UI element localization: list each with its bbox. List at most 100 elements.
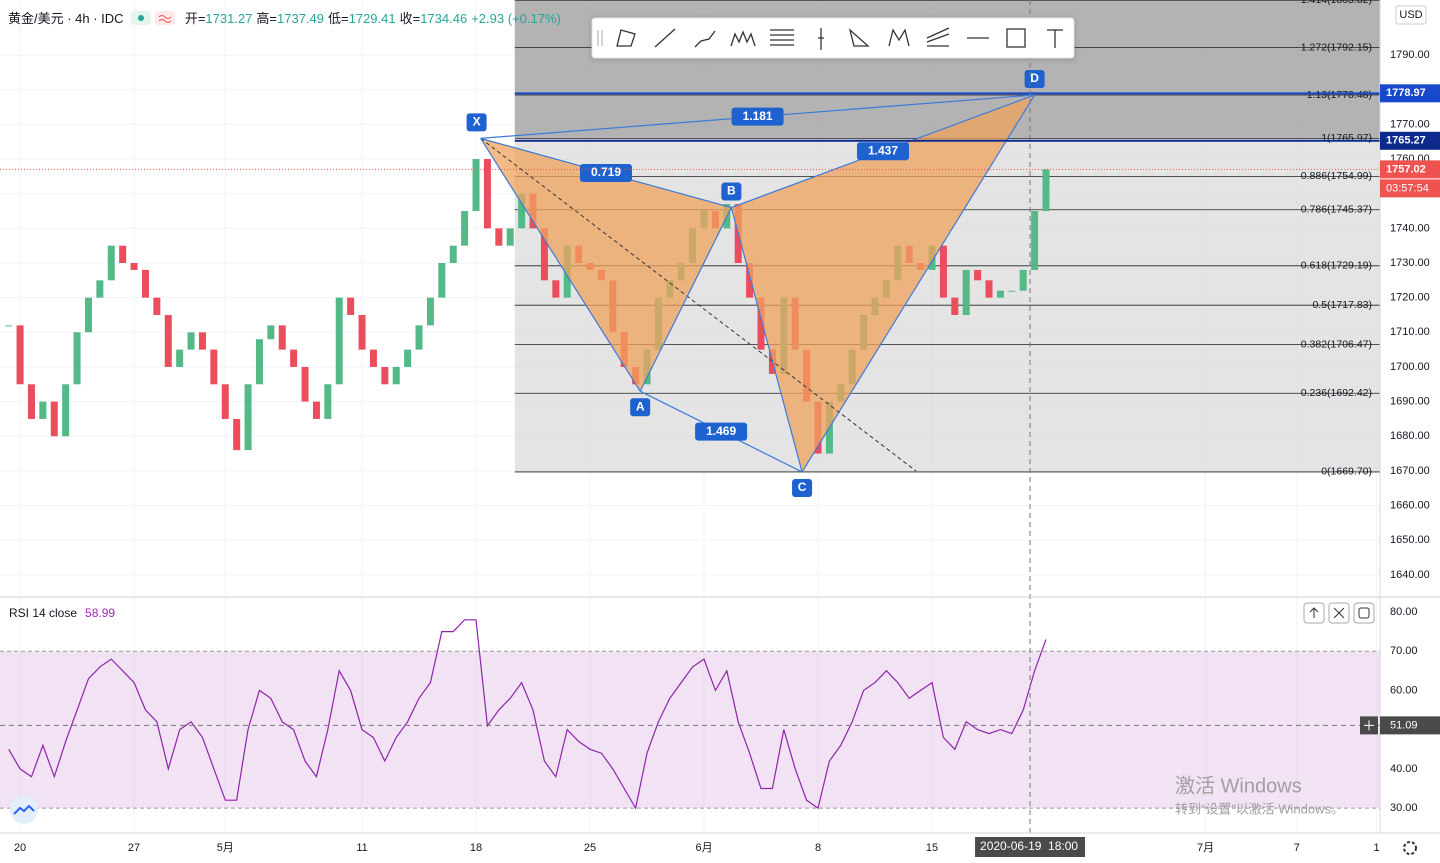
tool-pattern[interactable] <box>616 29 636 47</box>
tool-vertical[interactable] <box>818 28 824 50</box>
candle <box>50 401 58 437</box>
candle <box>39 401 47 419</box>
tool-xabcd[interactable] <box>888 28 910 47</box>
maximize-glyph <box>1358 607 1370 619</box>
x-tick-label: 7月 <box>1197 842 1214 854</box>
pattern-ratio-box <box>695 422 748 441</box>
price-label: 1765.27 <box>1386 135 1426 147</box>
candle <box>381 366 389 385</box>
candle <box>221 384 229 419</box>
fib-label: 0.886(1754.99) <box>1301 170 1372 182</box>
y-tick-label: 1770.00 <box>1390 118 1430 130</box>
tool-elliott[interactable] <box>730 30 756 47</box>
candle <box>210 349 218 385</box>
ohlc-value: 1731.27 <box>205 11 253 26</box>
candle <box>176 349 184 367</box>
rsi-band <box>0 651 1380 809</box>
candle <box>392 366 400 385</box>
candle <box>347 297 355 315</box>
price-label-box <box>1380 84 1440 103</box>
y-tick-label: 1710.00 <box>1390 326 1430 338</box>
candle <box>335 297 343 385</box>
ohlc-value: 1729.41 <box>348 11 396 26</box>
ohlc: 开=1731.27 高=1737.49 低=1729.41 收=1734.46 +2.9… <box>185 11 565 26</box>
tool-fib-fan[interactable] <box>926 27 950 47</box>
x-tick-label: 8 <box>815 842 821 854</box>
status-icons <box>131 11 176 25</box>
candle <box>290 349 298 367</box>
pattern-leg <box>480 138 641 392</box>
tool-abcd[interactable] <box>848 28 870 47</box>
candle <box>1008 290 1016 292</box>
candle <box>107 245 115 281</box>
fib-label: 0.382(1706.47) <box>1301 338 1372 350</box>
candle <box>73 332 81 385</box>
fib-label: 0.786(1745.37) <box>1301 204 1372 216</box>
candle <box>996 290 1004 298</box>
logo-mark <box>13 804 35 815</box>
candle <box>483 159 491 229</box>
symbol-title[interactable]: 黄金/美元 · 4h · IDC <box>8 11 124 26</box>
candle <box>426 297 434 326</box>
candle <box>506 228 514 246</box>
pattern-ratio: 1.437 <box>868 143 898 157</box>
watermark-title: 激活 Windows <box>1175 774 1302 797</box>
y-tick-label: 1690.00 <box>1390 396 1430 408</box>
y-tick-label: 1700.00 <box>1390 361 1430 373</box>
candle <box>244 384 252 451</box>
fib-label: 1(1765.97) <box>1321 132 1372 144</box>
y-tick-label: 1680.00 <box>1390 430 1430 442</box>
tool-path[interactable] <box>694 30 716 48</box>
crosshair-value: 51.09 <box>1390 719 1418 731</box>
plus-glyph <box>1364 720 1374 731</box>
currency-box[interactable] <box>1395 5 1427 25</box>
pattern-ratio: 1.181 <box>743 109 773 123</box>
tool-trendline[interactable] <box>654 28 676 48</box>
candle <box>96 280 104 298</box>
pattern-leg <box>730 207 803 473</box>
candle <box>518 193 526 229</box>
drag-handle[interactable] <box>597 30 603 46</box>
candle <box>438 263 446 298</box>
pattern-point-label: A <box>636 399 645 413</box>
rsi-buttons <box>1303 602 1375 624</box>
pattern-leg <box>639 207 732 392</box>
candle <box>164 314 172 367</box>
tool-parallel[interactable] <box>770 29 794 46</box>
x-tick-label: 5月 <box>217 842 234 854</box>
candle <box>312 401 320 419</box>
x-tick-label: 1 <box>1374 842 1380 854</box>
rsi-tick-label: 60.00 <box>1390 684 1418 696</box>
ohlc-value: 1734.46 <box>420 11 468 26</box>
candle <box>119 245 127 264</box>
candle <box>757 297 765 350</box>
pattern-ratio-box <box>579 163 632 182</box>
pattern-ratio-box <box>731 107 784 126</box>
price-label: 1757.02 <box>1386 163 1426 175</box>
rsi-title: RSI 14 close <box>9 606 78 620</box>
currency: USD <box>1399 9 1422 21</box>
tool-text[interactable] <box>1047 29 1063 48</box>
candle <box>1031 211 1039 270</box>
tool-rect[interactable] <box>1006 28 1026 48</box>
candle <box>233 418 241 451</box>
fib-label: 1.414(1805.82) <box>1301 0 1372 6</box>
x-tick-label: 25 <box>584 842 596 854</box>
pattern-point-label: C <box>798 480 807 494</box>
y-tick-label: 1640.00 <box>1390 569 1430 581</box>
x-tick-label: 7 <box>1294 842 1300 854</box>
trend-line <box>480 137 917 472</box>
ohlc-label: 高= <box>256 11 278 26</box>
pattern-point-label-box <box>792 478 813 497</box>
candle <box>461 211 469 246</box>
crosshair-date-box <box>975 837 1086 857</box>
countdown-box <box>1380 179 1440 198</box>
candle <box>27 384 35 419</box>
candle <box>540 228 548 281</box>
settings-icon[interactable] <box>1403 841 1417 855</box>
candle <box>472 159 480 212</box>
candle <box>449 245 457 264</box>
candle <box>358 314 366 350</box>
drawing-toolbar <box>591 17 1075 59</box>
ohlc-label: 开= <box>184 11 206 26</box>
